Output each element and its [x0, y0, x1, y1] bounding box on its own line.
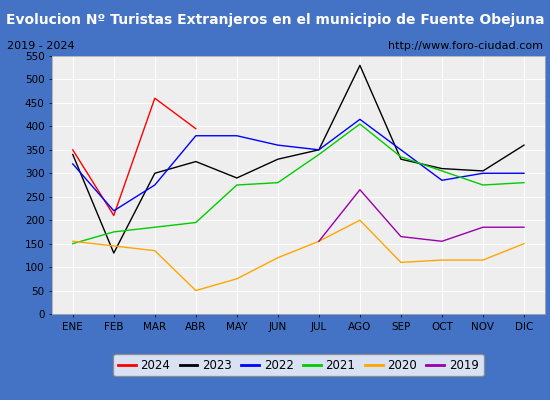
Text: Evolucion Nº Turistas Extranjeros en el municipio de Fuente Obejuna: Evolucion Nº Turistas Extranjeros en el … [6, 13, 544, 27]
Legend: 2024, 2023, 2022, 2021, 2020, 2019: 2024, 2023, 2022, 2021, 2020, 2019 [113, 354, 483, 376]
Text: http://www.foro-ciudad.com: http://www.foro-ciudad.com [388, 41, 543, 51]
Text: 2019 - 2024: 2019 - 2024 [7, 41, 75, 51]
